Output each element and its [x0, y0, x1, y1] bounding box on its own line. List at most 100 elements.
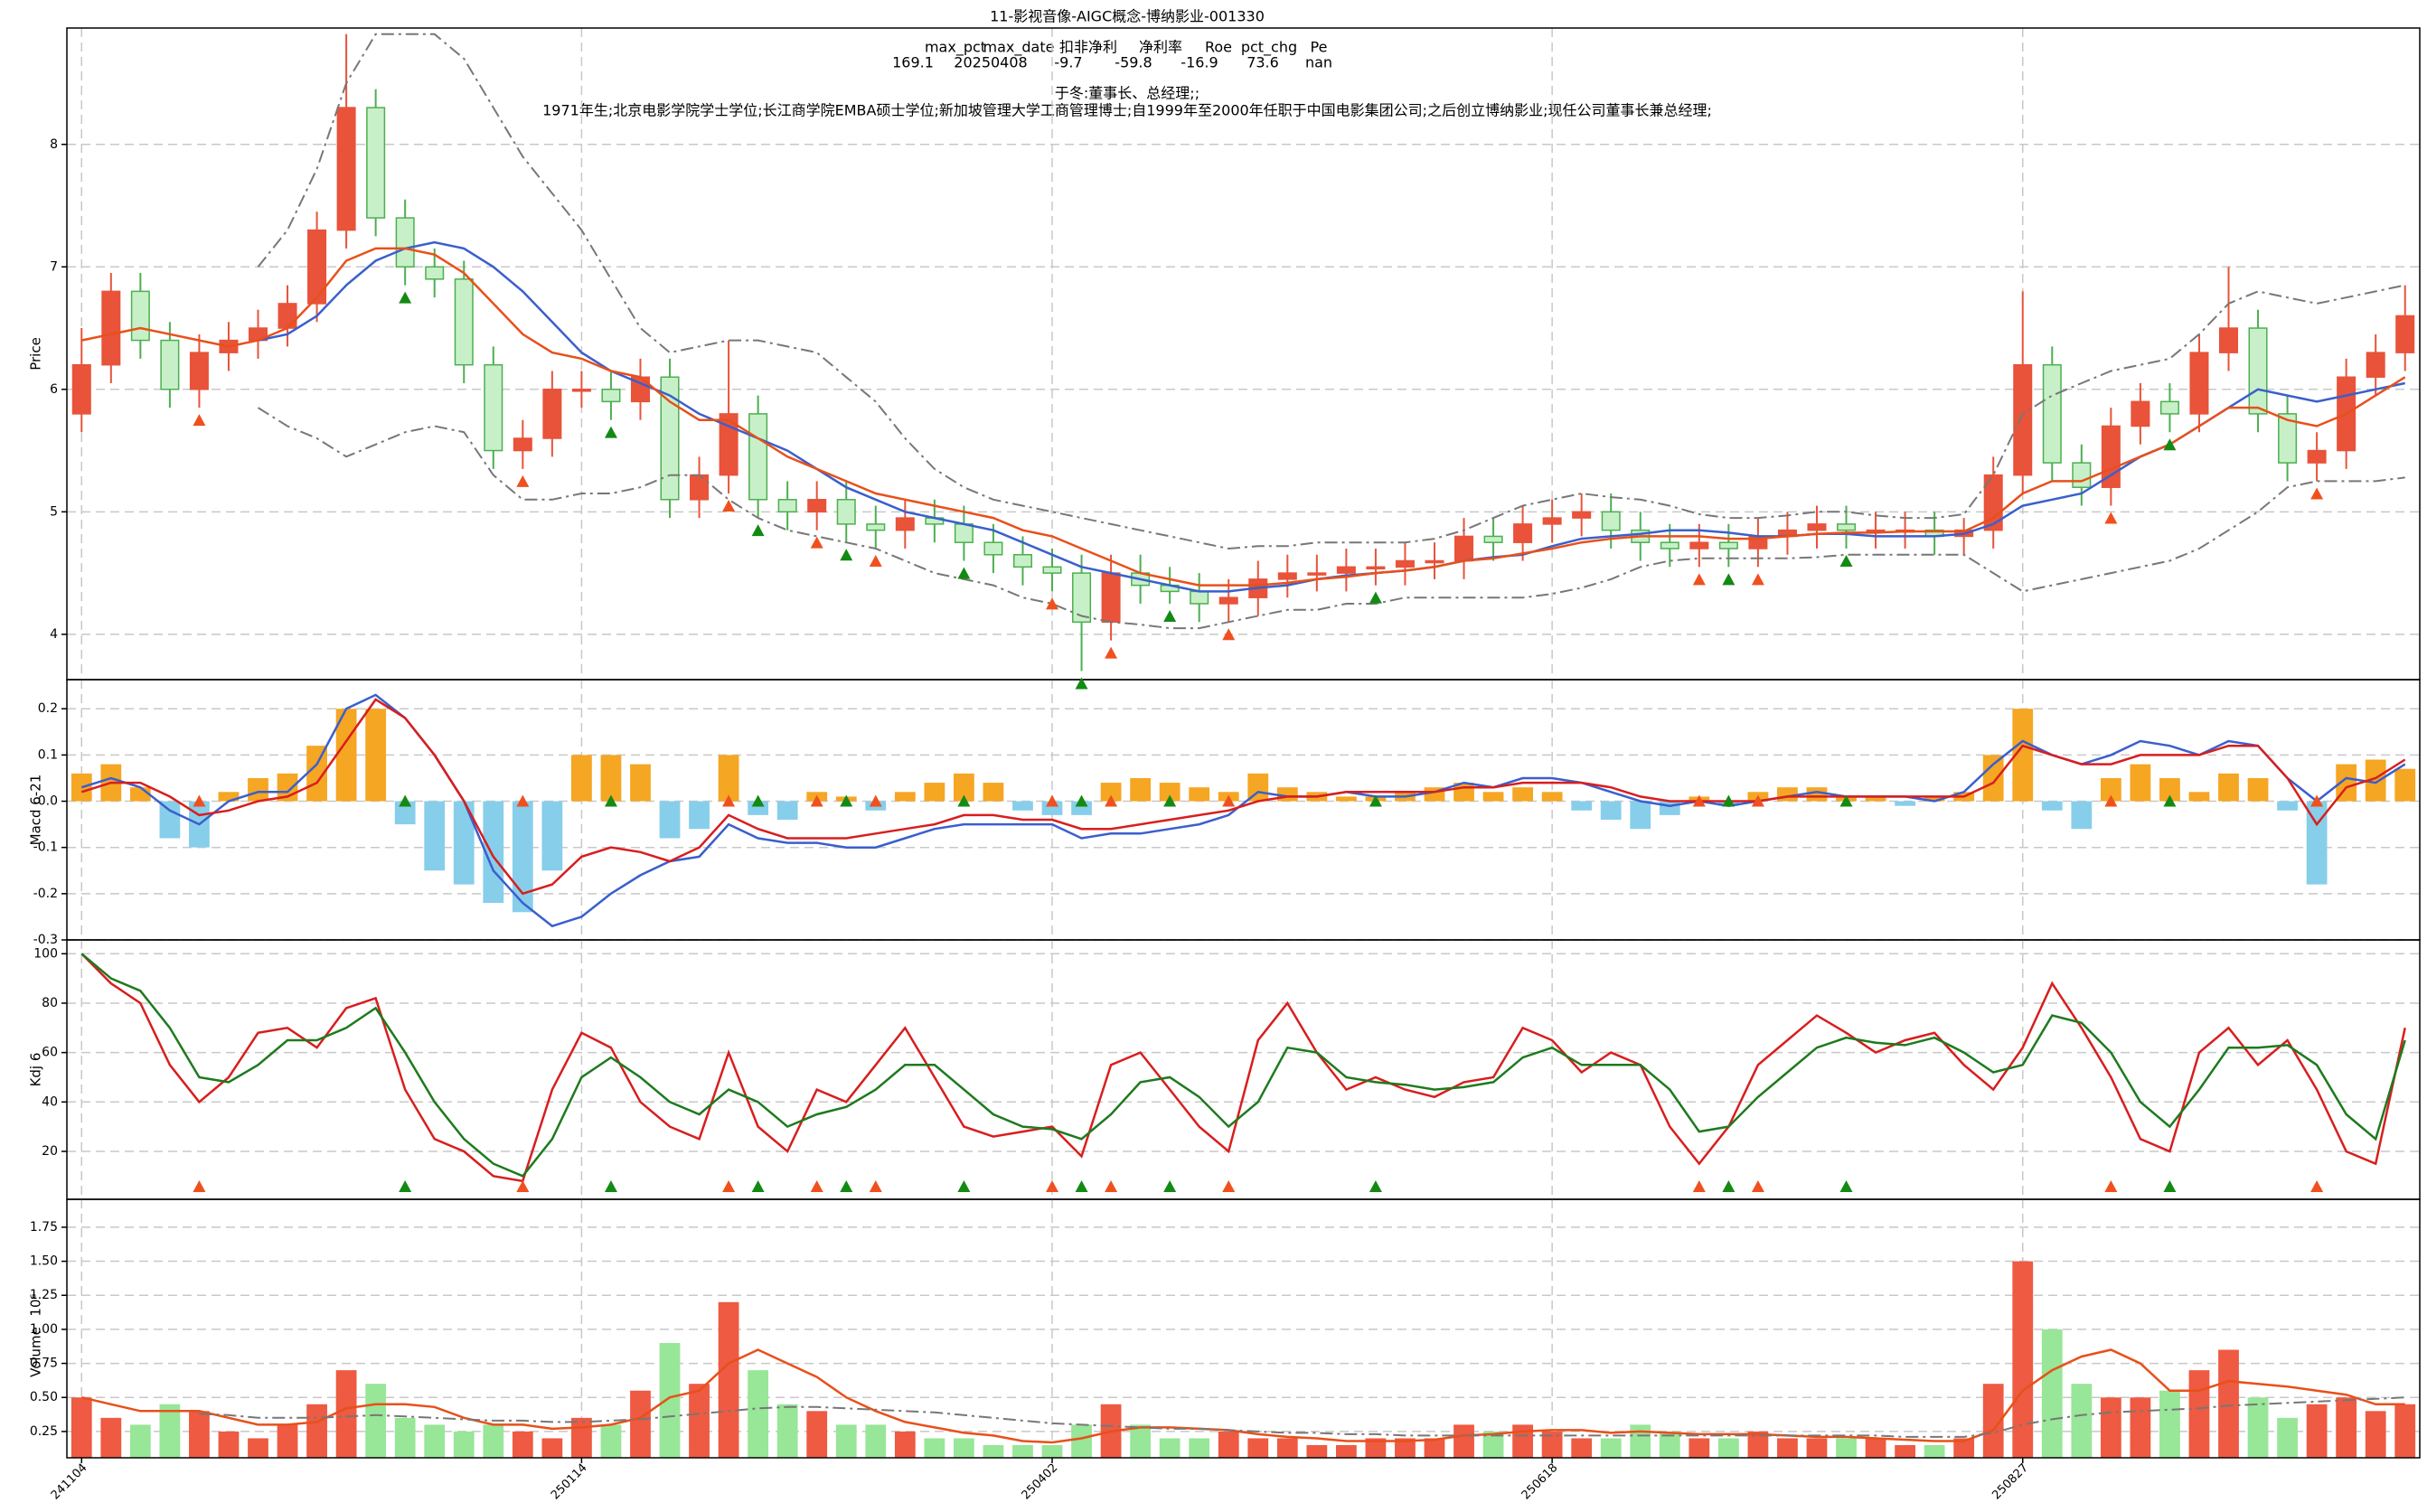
signal-marker — [957, 567, 971, 579]
signal-marker — [516, 474, 530, 487]
signal-marker — [193, 794, 206, 807]
bar — [248, 777, 268, 802]
bar — [2100, 777, 2121, 802]
candle-body — [2072, 462, 2092, 488]
candle-body — [1807, 523, 1827, 531]
bar — [2012, 1261, 2034, 1458]
bar — [189, 1411, 210, 1458]
bar — [924, 1438, 945, 1458]
candle-body — [425, 266, 445, 280]
signal-marker — [1722, 573, 1736, 586]
bar — [1276, 1438, 1298, 1458]
y-tick-label: -0.2 — [33, 887, 58, 901]
bar — [1630, 801, 1651, 830]
line — [80, 953, 2406, 1178]
signal-marker — [1839, 1180, 1853, 1192]
bar — [1953, 1438, 1975, 1458]
bar — [1659, 1431, 1680, 1458]
candle-body — [366, 107, 386, 219]
bar — [1218, 1431, 1239, 1458]
signal-marker — [604, 794, 617, 807]
bar — [1189, 1438, 1210, 1458]
bar — [1130, 1424, 1152, 1458]
candle-body — [1012, 554, 1032, 568]
candle-body — [1042, 566, 1062, 574]
signal-marker — [722, 1180, 736, 1192]
bar — [2247, 777, 2269, 802]
bar — [659, 1342, 681, 1458]
candle-body — [690, 474, 710, 501]
y-tick-label: -0.1 — [33, 841, 58, 855]
signal-marker — [869, 554, 882, 567]
signal-marker — [2310, 487, 2324, 500]
y-tick-label: 7 — [50, 259, 58, 274]
bar — [71, 773, 92, 802]
signal-marker — [751, 1180, 765, 1192]
signal-marker — [1839, 794, 1853, 807]
signal-marker — [810, 794, 823, 807]
signal-marker — [1105, 1180, 1118, 1192]
line — [81, 247, 2406, 587]
y-tick-label: 0.75 — [30, 1357, 58, 1371]
signal-marker — [399, 291, 412, 304]
bar — [776, 1404, 798, 1458]
candle-body — [1983, 474, 2003, 531]
panel-frame — [66, 679, 2421, 941]
y-tick-label: 0.50 — [30, 1390, 58, 1404]
y-tick-label: 4 — [50, 627, 58, 642]
bar — [1600, 801, 1622, 820]
y-tick-label: 6 — [50, 382, 58, 397]
bar — [2041, 801, 2063, 811]
y-tick-label: 80 — [42, 996, 58, 1010]
bar — [718, 755, 739, 802]
signal-marker — [399, 794, 412, 807]
bar — [630, 1390, 651, 1458]
bar — [2306, 801, 2328, 885]
info-header: 净利率 — [1139, 39, 1182, 56]
bar — [571, 1417, 592, 1458]
signal-marker — [1839, 554, 1853, 567]
bar — [1100, 783, 1122, 802]
y-axis-label: Volume — [28, 1327, 44, 1377]
bar — [894, 1431, 916, 1458]
signal-marker — [1369, 794, 1382, 807]
bar — [218, 792, 240, 802]
candle-body — [983, 541, 1003, 556]
bar — [2188, 1370, 2210, 1458]
bar — [1306, 1444, 1328, 1458]
info-value: 20250408 — [954, 54, 1027, 71]
bar — [2277, 1417, 2298, 1458]
candle-body — [1277, 572, 1297, 580]
candle-body — [836, 499, 856, 525]
signal-marker — [869, 794, 882, 807]
bar — [1012, 801, 1033, 811]
bar — [1247, 1438, 1269, 1458]
signal-marker — [1075, 1180, 1088, 1192]
line — [257, 407, 2405, 630]
info-value: 73.6 — [1246, 54, 1279, 71]
bar — [1571, 1438, 1593, 1458]
signal-marker — [399, 1180, 412, 1192]
candle-body — [1336, 566, 1356, 574]
signal-marker — [1222, 1180, 1236, 1192]
candle-body — [278, 303, 297, 329]
signal-marker — [1222, 628, 1236, 641]
signal-marker — [957, 794, 971, 807]
bar — [453, 801, 475, 885]
bar — [776, 801, 798, 820]
bar — [1189, 787, 1210, 802]
bar — [1689, 1438, 1710, 1458]
y-tick-label: 1.00 — [30, 1322, 58, 1337]
candle-body — [1218, 596, 1238, 605]
x-tick-label: 250114 — [549, 1461, 590, 1503]
bar — [2159, 1390, 2180, 1458]
info-value: -9.7 — [1054, 54, 1082, 71]
bar — [394, 1417, 416, 1458]
bar — [954, 1438, 974, 1458]
signal-marker — [810, 1180, 823, 1192]
bar — [983, 1444, 1004, 1458]
candle-body — [866, 523, 886, 531]
signal-marker — [751, 524, 765, 537]
bar — [983, 783, 1004, 802]
bar — [689, 801, 710, 830]
